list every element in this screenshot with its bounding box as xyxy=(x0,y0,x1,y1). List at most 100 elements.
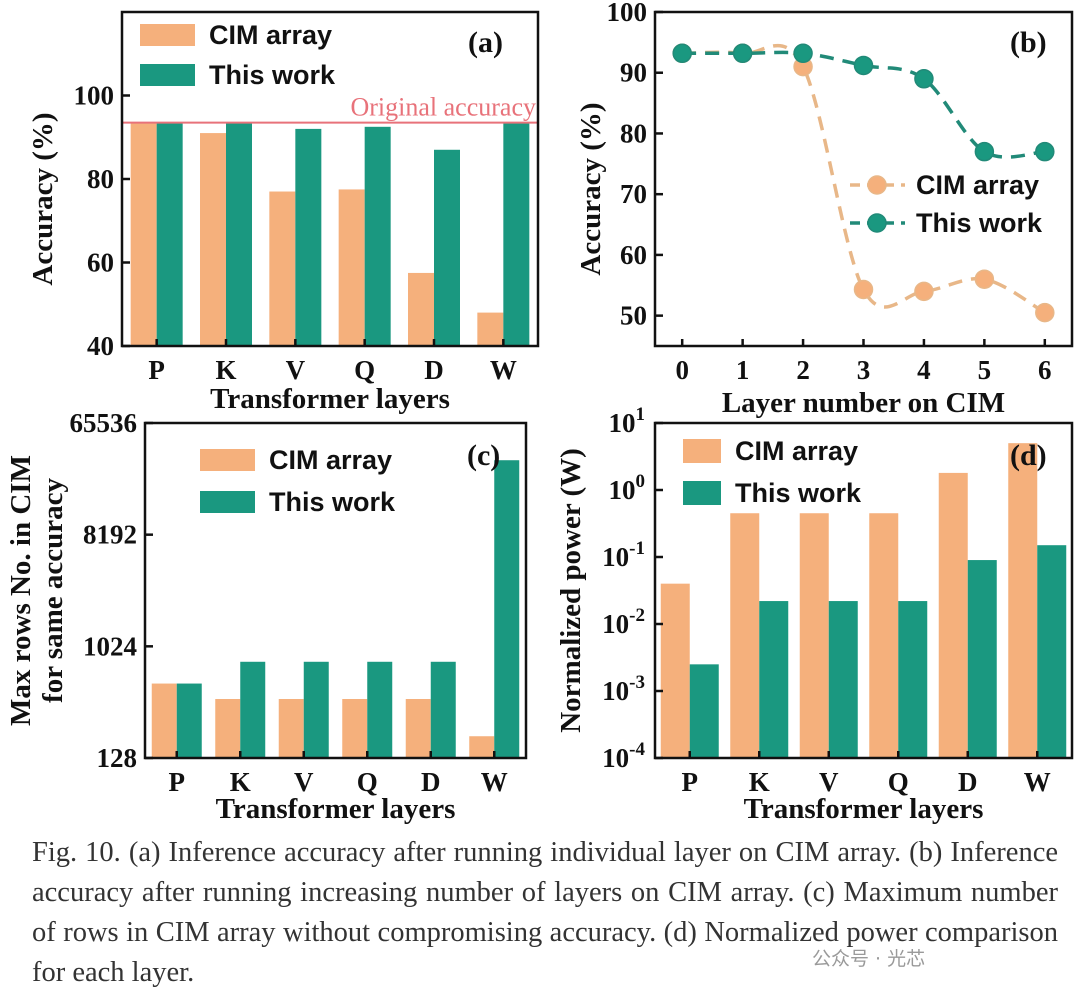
y-tick-label: 50 xyxy=(620,301,647,331)
y-tick-label: 128 xyxy=(97,743,138,773)
legend-label-0: CIM array xyxy=(269,445,392,475)
legend-label-1: This work xyxy=(269,487,396,517)
bar-this-work-Q xyxy=(364,126,391,346)
y-tick-label: 1024 xyxy=(83,631,137,661)
x-tick-label-D: D xyxy=(421,767,441,797)
y-tick-label: 100 xyxy=(609,471,646,505)
chart-panel-b: 0 1 2 3 4 5 6 50 60 70 80 90 100 CIM array This work (b… xyxy=(575,0,1074,419)
point-cim-array-3 xyxy=(853,279,874,300)
x-axis-label: Transformer layers xyxy=(210,383,450,415)
bar-cim-array-V xyxy=(269,191,296,346)
point-this-work-4 xyxy=(914,69,934,89)
bar-cim-array-V xyxy=(278,699,304,758)
legend-swatch-1 xyxy=(140,64,195,86)
chart-panel-d: P K V Q D W 10-4 10-3 10-2 10-1 100 101 CIM array Thi… xyxy=(555,404,1074,825)
bar-cim-array-Q xyxy=(342,699,368,758)
point-cim-array-4 xyxy=(914,281,934,302)
x-tick-label-W: W xyxy=(481,767,508,797)
bar-cim-array-P xyxy=(130,122,157,346)
bar-cim-array-K xyxy=(215,699,241,758)
y-tick-label: 100 xyxy=(607,0,648,27)
bar-this-work-P xyxy=(176,683,202,758)
x-tick-label-P: P xyxy=(682,767,699,797)
y-axis-label-line-1: for same accuracy xyxy=(37,478,69,703)
x-tick-label-W: W xyxy=(490,355,517,385)
y-tick-label: 80 xyxy=(87,164,114,194)
reference-line-label: Original accuracy xyxy=(350,93,536,122)
legend-marker-0 xyxy=(867,175,887,195)
bar-cim-array-P xyxy=(151,683,177,758)
x-tick-label-W: W xyxy=(1024,767,1051,797)
y-tick-label: 40 xyxy=(87,331,114,361)
y-tick-label: 80 xyxy=(620,118,647,148)
x-tick-label: 6 xyxy=(1038,355,1052,385)
legend-label-0: CIM array xyxy=(916,170,1039,200)
y-tick-label: 10-3 xyxy=(602,672,645,706)
y-axis-label-line-0: Max rows No. in CIM xyxy=(5,455,37,726)
bar-this-work-K xyxy=(240,661,266,758)
x-tick-label: 3 xyxy=(857,355,871,385)
bar-cim-array-K xyxy=(200,133,226,346)
legend-swatch-1 xyxy=(683,481,721,505)
plot-frame-b xyxy=(653,10,1074,348)
bar-cim-array-W xyxy=(1008,443,1038,758)
x-tick-label: 1 xyxy=(736,355,750,385)
legend-swatch-0 xyxy=(200,449,255,471)
point-this-work-2 xyxy=(793,43,813,64)
bar-this-work-W xyxy=(503,122,530,346)
legend-swatch-1 xyxy=(200,491,255,513)
panel-label-d: (d) xyxy=(1010,439,1047,472)
legend-label-1: This work xyxy=(209,60,336,90)
x-tick-label-V: V xyxy=(294,767,314,797)
point-this-work-3 xyxy=(853,55,874,76)
bar-this-work-V xyxy=(828,601,858,758)
bar-this-work-V xyxy=(303,661,329,758)
y-tick-label: 100 xyxy=(74,81,115,111)
x-tick-label-D: D xyxy=(424,355,444,385)
x-tick-label-D: D xyxy=(958,767,978,797)
point-cim-array-6 xyxy=(1035,302,1055,323)
y-tick-label: 60 xyxy=(620,240,647,270)
bar-cim-array-D xyxy=(938,472,968,758)
x-axis-label: Transformer layers xyxy=(744,793,984,825)
x-axis-label: Transformer layers xyxy=(216,793,456,825)
bar-this-work-P xyxy=(156,122,183,346)
y-tick-label: 10-2 xyxy=(602,605,645,639)
bar-cim-array-P xyxy=(660,583,690,758)
figure-caption: Fig. 10. (a) Inference accuracy after ru… xyxy=(32,837,1058,988)
y-tick-label: 10-4 xyxy=(602,739,645,773)
y-tick-label: 70 xyxy=(620,179,647,209)
x-tick-label-Q: Q xyxy=(354,355,375,385)
y-tick-label: 65536 xyxy=(70,408,138,438)
x-axis-label: Layer number on CIM xyxy=(722,387,1005,419)
y-axis-label: Normalized power (W) xyxy=(555,448,587,733)
legend-label-0: CIM array xyxy=(735,436,858,466)
bar-this-work-V xyxy=(295,128,322,346)
point-cim-array-5 xyxy=(974,269,995,289)
x-tick-label: 0 xyxy=(675,355,689,385)
x-tick-label: 5 xyxy=(978,355,992,385)
bar-cim-array-D xyxy=(408,272,434,346)
bar-this-work-D xyxy=(434,149,460,346)
y-tick-label: 90 xyxy=(620,58,647,88)
plot-frame-c xyxy=(143,421,528,760)
x-tick-label-P: P xyxy=(169,767,186,797)
x-tick-label-V: V xyxy=(819,767,839,797)
x-tick-label-P: P xyxy=(148,355,165,385)
bar-this-work-P xyxy=(689,664,719,758)
bar-cim-array-Q xyxy=(869,513,899,758)
x-tick-label: 4 xyxy=(917,355,931,385)
legend-marker-1 xyxy=(867,213,887,233)
y-tick-label: 60 xyxy=(87,248,114,278)
x-tick-label-V: V xyxy=(286,355,306,385)
panel-label-c: (c) xyxy=(467,439,500,472)
bar-cim-array-W xyxy=(477,312,504,346)
bar-this-work-Q xyxy=(367,661,393,758)
bar-cim-array-W xyxy=(469,736,495,758)
legend-label-1: This work xyxy=(916,208,1043,238)
legend-swatch-0 xyxy=(683,439,721,463)
bar-this-work-K xyxy=(759,601,789,758)
chart-panel-c: P K V Q D W 128 1024 8192 65536 CIM array This work… xyxy=(5,408,528,825)
point-this-work-5 xyxy=(974,141,995,162)
